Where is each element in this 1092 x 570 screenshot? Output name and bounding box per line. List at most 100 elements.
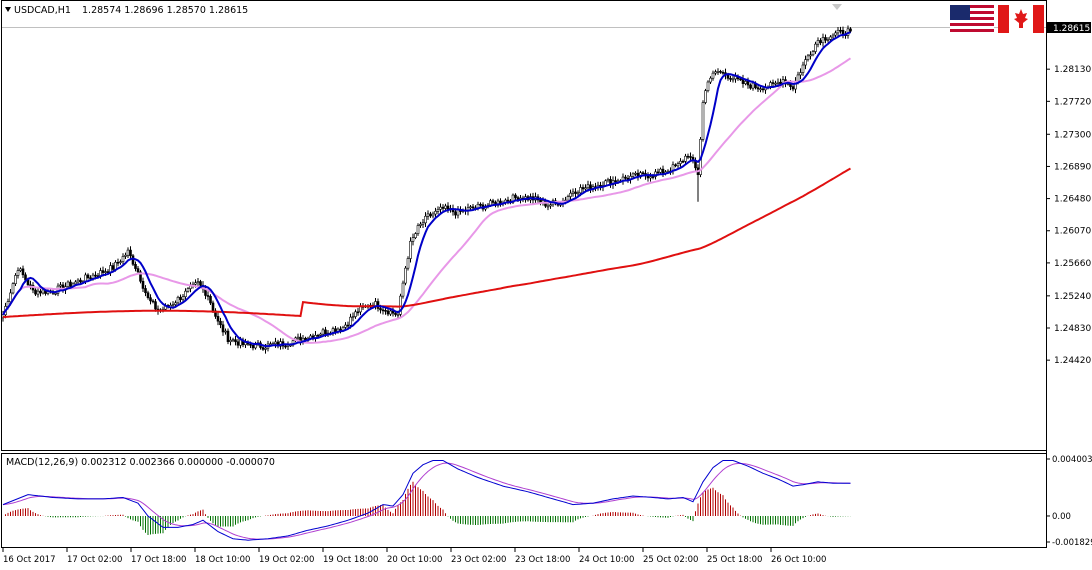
candle-body — [409, 240, 412, 259]
candle-body — [434, 210, 437, 215]
candle-body — [421, 222, 425, 225]
candle-body — [606, 179, 610, 182]
candle-body — [436, 209, 440, 212]
candle-body — [151, 300, 155, 303]
candle-body — [149, 297, 152, 302]
candle-body — [21, 268, 25, 276]
candle-body — [416, 225, 420, 234]
candle-body — [231, 339, 235, 341]
macd-histogram-layer — [5, 481, 851, 535]
candle-body — [689, 156, 692, 158]
candle-body — [761, 88, 765, 91]
macd-axis-ticks: 0.004003 0.00 -0.001829 — [1046, 455, 1092, 548]
candle-body — [701, 102, 705, 140]
candle-body — [454, 211, 457, 216]
candle-body — [709, 77, 712, 83]
candle-body — [631, 173, 635, 177]
candle-body — [839, 29, 842, 32]
candle-body — [351, 316, 355, 318]
candle-body — [251, 344, 255, 349]
candle-body — [41, 289, 45, 294]
candle-body — [239, 339, 242, 346]
candle-body — [624, 176, 627, 179]
candle-body — [801, 64, 805, 73]
candle-body — [69, 281, 72, 287]
candle-body — [199, 281, 202, 286]
candle-body — [261, 347, 265, 350]
candle-body — [66, 281, 70, 287]
candle-body — [649, 176, 652, 179]
candle-body — [759, 88, 762, 91]
candle-body — [206, 295, 210, 297]
macd-tick-label: 0.004003 — [1052, 455, 1092, 465]
candle-body — [269, 343, 272, 346]
candle-body — [19, 268, 22, 271]
macd-main-line — [2, 460, 851, 541]
candle-body — [396, 314, 400, 316]
time-tick-label: 20 Oct 10:00 — [387, 555, 442, 565]
candle-body — [776, 81, 780, 84]
candle-body — [411, 237, 415, 242]
candle-body — [94, 274, 97, 277]
candle-body — [441, 206, 445, 209]
candle-body — [584, 187, 587, 190]
moving-averages-layer — [2, 31, 852, 348]
time-tick-label: 17 Oct 02:00 — [67, 555, 122, 565]
candle-body — [384, 310, 387, 312]
candle-body — [59, 284, 62, 287]
candle-body — [704, 90, 707, 103]
candle-body — [614, 180, 617, 183]
candle-body — [284, 345, 287, 348]
macd-lines-layer — [2, 460, 851, 541]
candle-body — [831, 34, 835, 38]
candle-body — [479, 203, 482, 206]
candle-body — [576, 192, 580, 195]
candle-body — [379, 308, 382, 311]
candle-body — [714, 71, 717, 74]
candle-body — [804, 59, 807, 66]
candle-body — [141, 280, 145, 289]
candle-body — [569, 192, 572, 197]
price-tick-label: 1.27720 — [1054, 97, 1091, 107]
candle-body — [404, 267, 407, 284]
candle-body — [316, 334, 320, 337]
candle-body — [796, 74, 800, 82]
candle-body — [811, 51, 815, 56]
candle-body — [144, 288, 147, 294]
candle-body — [829, 36, 832, 40]
candle-body — [641, 172, 645, 174]
candle-body — [816, 40, 820, 45]
time-tick-label: 23 Oct 02:00 — [451, 555, 506, 565]
time-tick-label: 18 Oct 10:00 — [195, 555, 250, 565]
candle-body — [274, 341, 277, 345]
candle-body — [9, 292, 12, 302]
candle-body — [346, 324, 350, 327]
candle-body — [711, 72, 715, 79]
candle-body — [36, 290, 40, 295]
symbol-dropdown-icon[interactable] — [5, 7, 11, 12]
macd-signal-line — [2, 462, 851, 540]
candle-body — [354, 311, 357, 317]
candle-body — [106, 271, 110, 273]
candle-body — [181, 296, 185, 300]
candle-body — [39, 290, 42, 294]
candle-body — [119, 261, 122, 263]
candle-body — [124, 254, 127, 257]
candle-body — [154, 301, 157, 310]
candle-body — [749, 84, 752, 89]
candle-body — [419, 223, 422, 226]
candle-body — [11, 283, 15, 294]
candle-body — [14, 275, 17, 284]
candle-body — [566, 196, 570, 201]
macd-tick-label: -0.001829 — [1052, 538, 1092, 548]
candle-body — [126, 249, 130, 256]
candle-body — [129, 249, 132, 257]
canada-flag-icon — [998, 5, 1044, 33]
candle-body — [826, 39, 830, 41]
price-tick-label: 1.26890 — [1054, 162, 1091, 172]
candle-body — [431, 213, 435, 217]
candle-body — [814, 43, 817, 52]
candle-body — [756, 87, 760, 90]
candle-body — [74, 281, 77, 285]
candle-body — [679, 160, 682, 164]
